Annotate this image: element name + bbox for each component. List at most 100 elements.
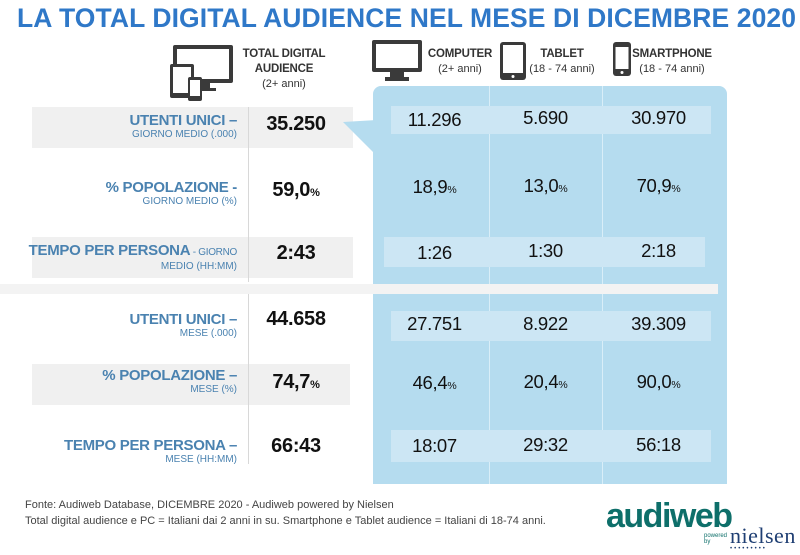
cell-stripe (391, 311, 711, 341)
source-line: Fonte: Audiweb Database, DICEMBRE 2020 -… (25, 499, 394, 511)
row-label-sub: GIORNO MEDIO (%) (142, 196, 237, 207)
audiweb-logo: audiweb powered by nielsen ••••••••• (606, 497, 796, 552)
cell-stripe (391, 106, 711, 134)
total-value-number: 44.658 (266, 308, 326, 330)
source-note: Fonte: Audiweb Database, DICEMBRE 2020 -… (25, 497, 546, 529)
callout-pointer (343, 120, 377, 156)
by-text: by (704, 539, 711, 545)
row-label-popolazione-mese: % POPOLAZIONE – MESE (%) (102, 367, 237, 396)
computer-value: 46,4% (378, 372, 491, 394)
total-value: 35.250 (258, 113, 334, 136)
total-value: 2:43 (258, 242, 334, 265)
column-header-computer: COMPUTER (2+ anni) (425, 47, 495, 77)
computer-value: 18,9% (378, 176, 491, 198)
tablet-value-number: 29:32 (523, 434, 568, 455)
computer-value: 18:07 (378, 435, 491, 457)
smartphone-icon (613, 42, 631, 76)
column-header-computer-sub: (2+ anni) (438, 63, 482, 75)
row-label-sub: MESE (.000) (179, 328, 237, 339)
tablet-value: 8.922 (489, 313, 602, 335)
tablet-value-number: 1:30 (528, 240, 563, 261)
smartphone-value: 90,0% (602, 371, 715, 393)
computer-value-number: 18:07 (412, 435, 457, 456)
column-header-smartphone-sub: (18 - 74 anni) (639, 63, 705, 75)
smartphone-value: 2:18 (602, 240, 715, 262)
total-value: 59,0% (258, 179, 334, 202)
audience-definition-line: Total digital audience e PC = Italiani d… (25, 515, 546, 527)
tablet-value: 29:32 (489, 434, 602, 456)
column-header-smartphone-label: SMARTPHONE (632, 48, 712, 60)
total-value: 44.658 (258, 308, 334, 331)
row-label-main: % POPOLAZIONE - (105, 179, 238, 196)
nielsen-wordmark: nielsen (730, 523, 796, 548)
percent-unit: % (310, 187, 320, 199)
column-divider (248, 107, 249, 282)
computer-value-number: 46,4 (412, 372, 448, 393)
computer-value: 1:26 (378, 242, 491, 264)
column-header-tablet: TABLET (18 - 74 anni) (527, 47, 597, 77)
smartphone-value-number: 56:18 (636, 434, 681, 455)
total-value: 74,7% (258, 371, 334, 394)
row-label-main: TEMPO PER PERSONA (28, 242, 191, 259)
row-label-sub: MESE (HH:MM) (165, 454, 237, 465)
percent-unit: % (310, 379, 320, 391)
percent-unit: % (671, 379, 681, 391)
row-label-main: UTENTI UNICI – (129, 311, 238, 328)
column-header-total-line2: AUDIENCE (254, 63, 314, 75)
section-divider (0, 284, 718, 294)
smartphone-value: 70,9% (602, 175, 715, 197)
total-value-number: 66:43 (271, 435, 321, 457)
percent-unit: % (558, 183, 568, 195)
row-label-inline: - GIORNO (190, 247, 238, 258)
column-header-tablet-sub: (18 - 74 anni) (529, 63, 595, 75)
column-header-computer-label: COMPUTER (427, 48, 493, 60)
column-divider (248, 294, 249, 464)
smartphone-value-number: 39.309 (631, 313, 686, 334)
total-value: 66:43 (258, 435, 334, 458)
computer-value: 11.296 (378, 109, 491, 131)
total-value-number: 2:43 (276, 242, 316, 264)
audiweb-wordmark: audiweb (606, 497, 733, 535)
tablet-icon (500, 42, 526, 80)
smartphone-value-number: 90,0 (636, 371, 672, 392)
smartphone-value: 56:18 (602, 434, 715, 456)
tablet-value: 1:30 (489, 240, 602, 262)
row-stripe (32, 237, 353, 278)
tablet-value: 20,4% (489, 371, 602, 393)
cell-stripe (391, 430, 711, 462)
row-label-main: UTENTI UNICI – (129, 112, 238, 129)
tablet-value-number: 8.922 (523, 313, 568, 334)
computer-value-number: 1:26 (417, 242, 452, 263)
column-header-total-sub: (2+ anni) (262, 78, 306, 90)
column-header-tablet-label: TABLET (540, 48, 584, 60)
total-value-number: 59,0 (272, 179, 311, 201)
row-label-tempo-mese: TEMPO PER PERSONA – MESE (HH:MM) (64, 437, 237, 466)
row-stripe (32, 107, 353, 148)
computer-value-number: 18,9 (412, 176, 448, 197)
tablet-value-number: 20,4 (523, 371, 559, 392)
tablet-value: 13,0% (489, 175, 602, 197)
percent-unit: % (447, 380, 457, 392)
row-label-tempo-giorno: TEMPO PER PERSONA - GIORNO MEDIO (HH:MM) (28, 242, 238, 273)
computer-value: 27.751 (378, 313, 491, 335)
monitor-icon (372, 40, 422, 81)
smartphone-value-number: 70,9 (636, 175, 672, 196)
total-value-number: 74,7 (272, 371, 311, 393)
total-value-number: 35.250 (266, 113, 326, 135)
smartphone-value-number: 30.970 (631, 107, 686, 128)
column-header-smartphone: SMARTPHONE (18 - 74 anni) (632, 47, 712, 77)
percent-unit: % (558, 379, 568, 391)
row-label-main: % POPOLAZIONE – (102, 367, 237, 384)
multi-device-icon (170, 45, 233, 101)
column-header-total: TOTAL DIGITAL AUDIENCE (2+ anni) (236, 47, 332, 92)
row-label-sub: MEDIO (HH:MM) (160, 261, 237, 272)
column-header-total-line1: TOTAL DIGITAL (242, 48, 326, 60)
powered-by-label: powered by (704, 533, 727, 545)
nielsen-dots: ••••••••• (730, 546, 767, 552)
row-label-sub: MESE (%) (190, 384, 237, 395)
row-label-main: TEMPO PER PERSONA – (64, 437, 237, 454)
percent-unit: % (447, 184, 457, 196)
smartphone-value: 30.970 (602, 107, 715, 129)
smartphone-value-number: 2:18 (641, 240, 676, 261)
smartphone-value: 39.309 (602, 313, 715, 335)
